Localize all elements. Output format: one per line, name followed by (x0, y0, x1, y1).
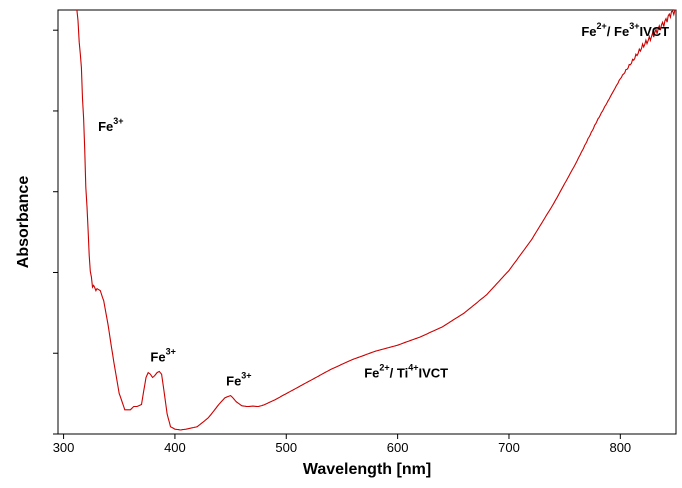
series-layer (76, 9, 676, 431)
annotations: Fe3+ Fe3+ Fe3+ Fe2+/ Ti4+IVCT Fe2+/ Fe3+IVCT (98, 21, 669, 388)
peak-annotation: Fe2+/ Fe3+IVCT (581, 21, 669, 39)
x-tick-label: 400 (164, 440, 186, 455)
plot-frame (57, 9, 677, 435)
peak-annotation: Fe3+ (98, 116, 123, 134)
x-axis-title: Wavelength [nm] (303, 461, 431, 478)
x-tick-label: 300 (53, 440, 75, 455)
absorbance-line (76, 9, 676, 431)
x-tick-label: 600 (387, 440, 409, 455)
x-tick-label: 500 (275, 440, 297, 455)
peak-annotation: Fe2+/ Ti4+IVCT (364, 362, 448, 380)
peak-annotation: Fe3+ (226, 371, 251, 389)
axes (57, 9, 677, 435)
y-axis-title: Absorbance (15, 176, 32, 269)
x-tick-label: 700 (498, 440, 520, 455)
ticks: 300 400 500 600 700 800 (53, 29, 631, 455)
peak-annotation: Fe3+ (150, 346, 175, 364)
x-tick-label: 800 (609, 440, 631, 455)
